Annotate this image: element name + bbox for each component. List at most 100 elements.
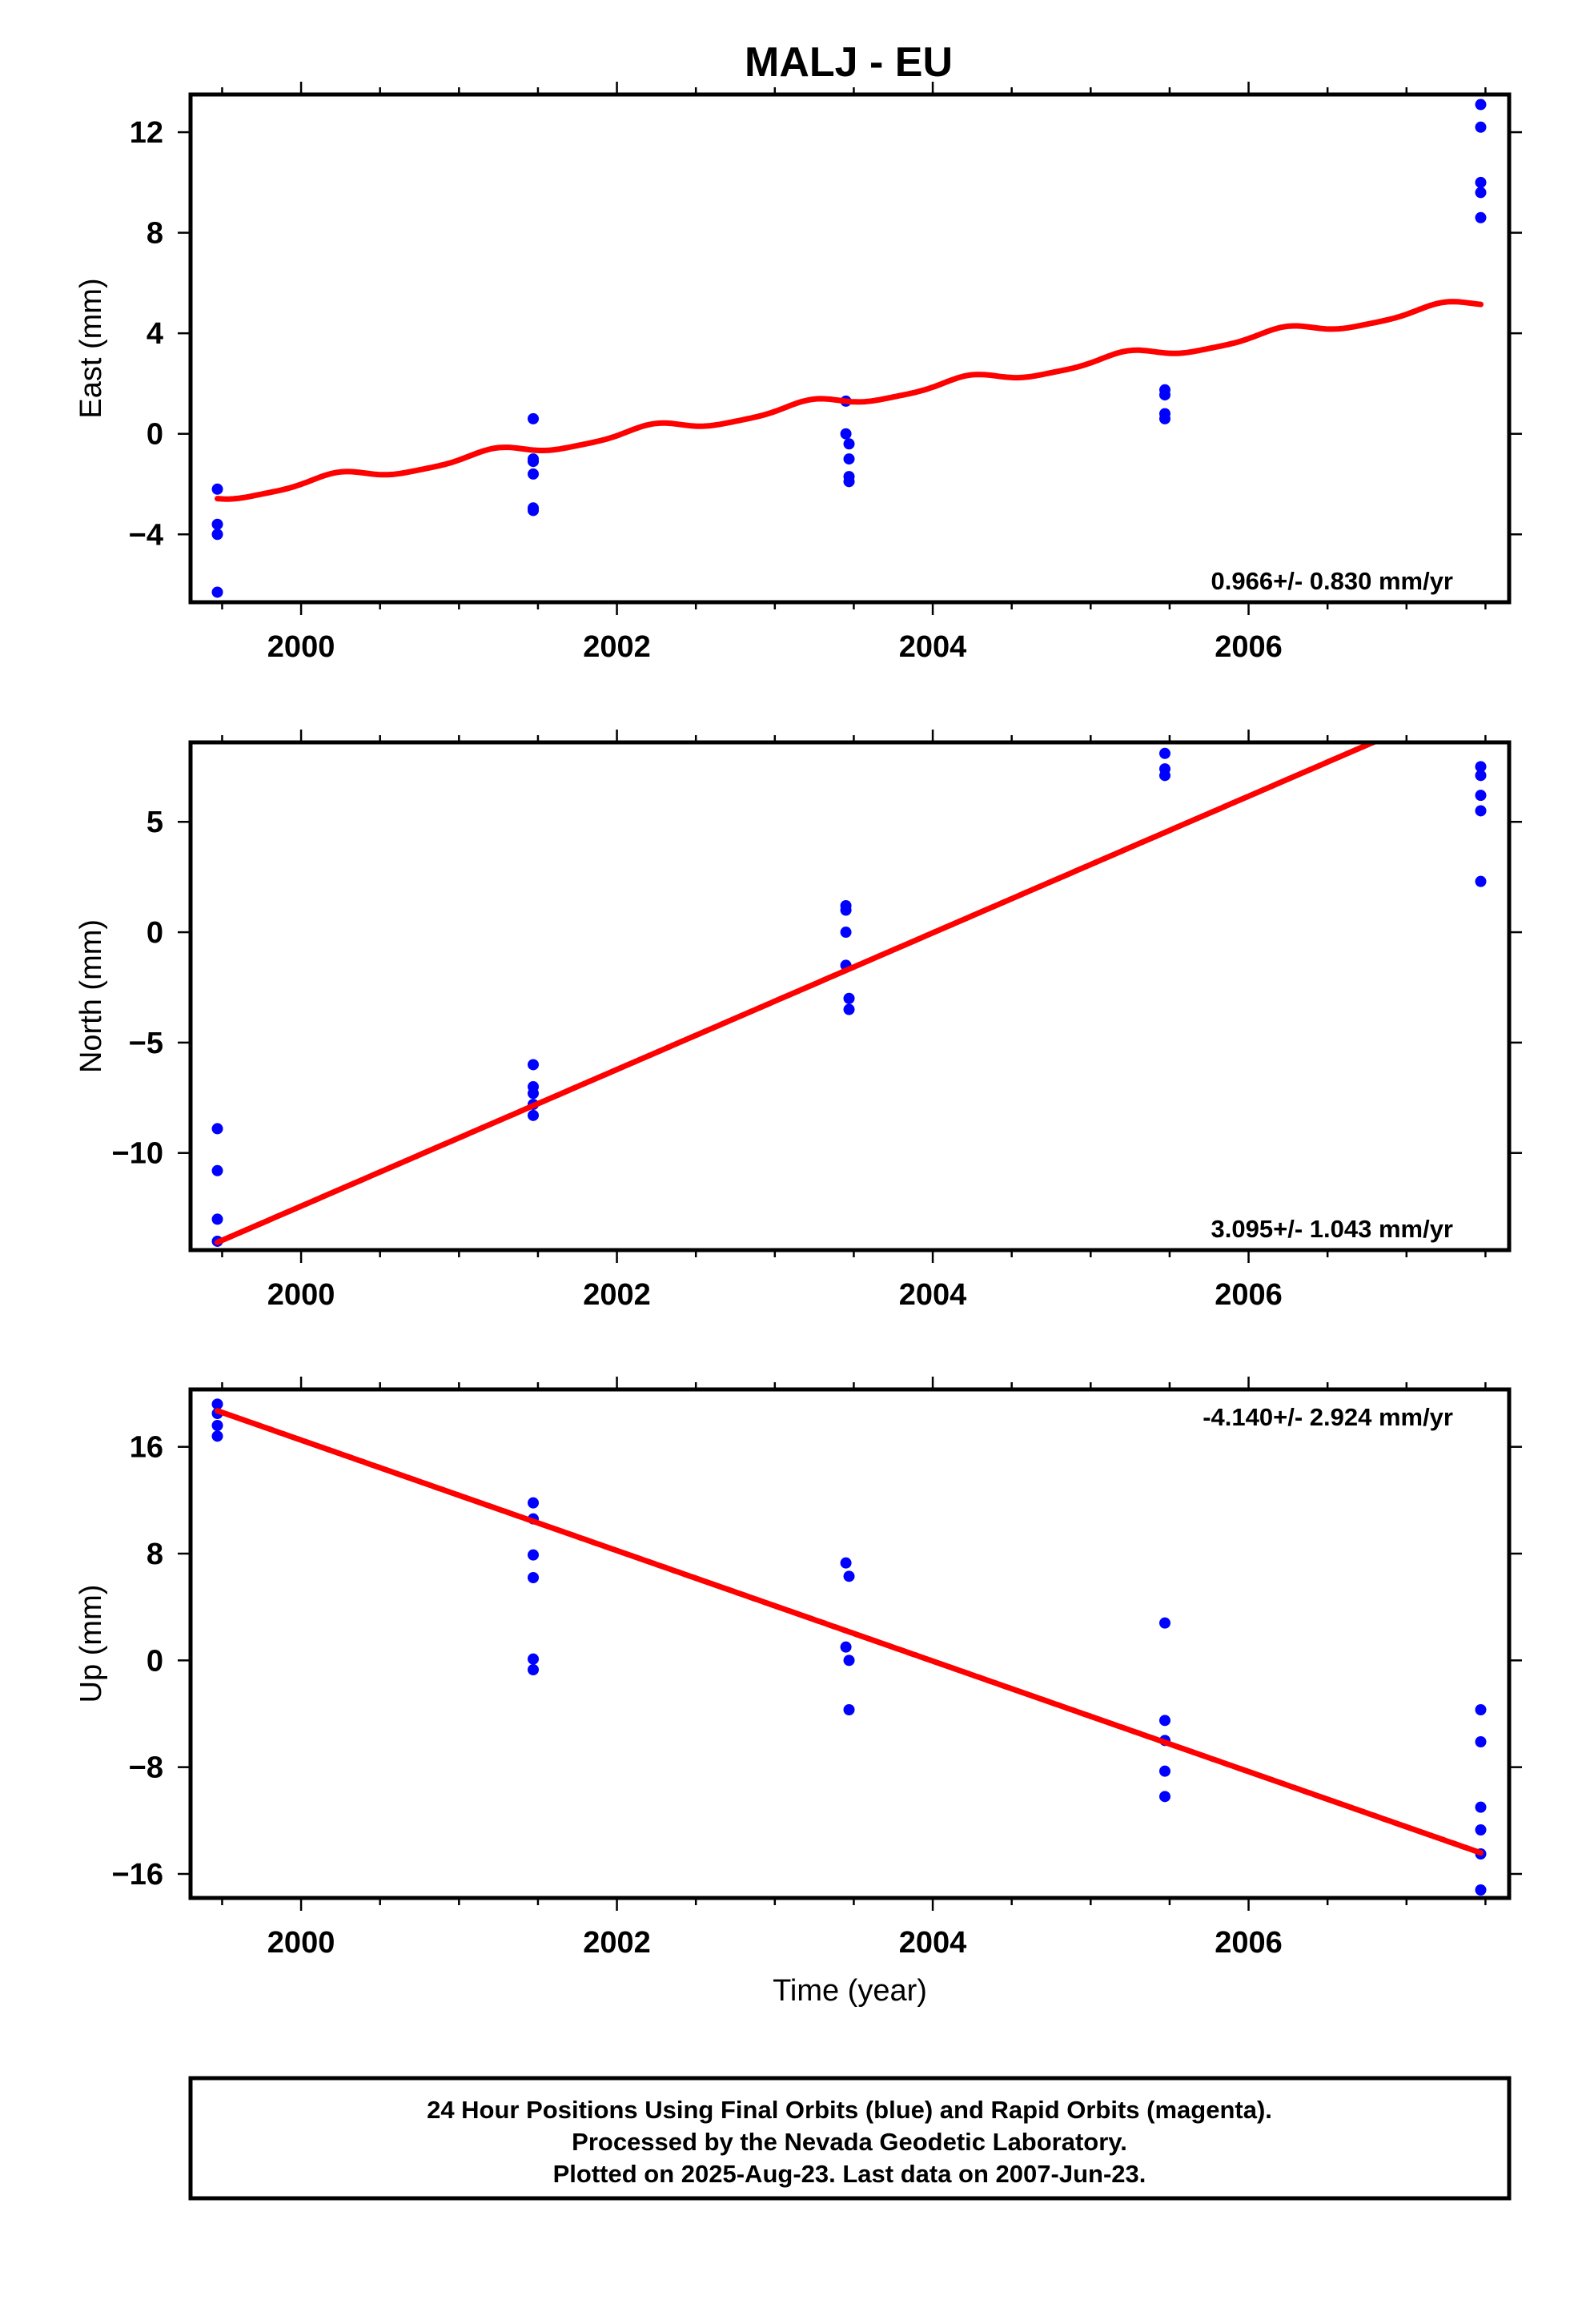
east-y-tick-label: 12 bbox=[130, 116, 163, 150]
east-rate-label: 0.966+/- 0.830 mm/yr bbox=[1211, 567, 1453, 595]
up-panel: 2000 2002 2004 2006 −16 −8 0 8 16 Up (mm) Time (ye… bbox=[74, 1377, 1522, 2008]
up-x-tick-label: 2002 bbox=[583, 1926, 651, 1960]
east-plot-area bbox=[211, 99, 1487, 598]
north-x-tick-label: 2002 bbox=[583, 1278, 651, 1312]
north-x-tick-label: 2004 bbox=[899, 1278, 967, 1312]
east-data-point bbox=[1475, 99, 1487, 111]
up-data-point bbox=[1159, 1791, 1171, 1803]
north-y-tick-label: 0 bbox=[147, 916, 163, 950]
up-data-point bbox=[1475, 1884, 1487, 1896]
north-data-point bbox=[843, 1003, 855, 1015]
north-y-tick-label: −5 bbox=[129, 1027, 163, 1060]
east-x-tick-label: 2002 bbox=[583, 630, 651, 664]
north-data-point bbox=[1475, 875, 1487, 887]
up-data-point bbox=[1159, 1617, 1171, 1629]
north-data-point bbox=[528, 1059, 540, 1071]
up-data-point bbox=[840, 1641, 852, 1653]
up-plot-frame bbox=[188, 1387, 1512, 1900]
up-y-tick-label: −16 bbox=[112, 1858, 163, 1892]
east-data-point bbox=[843, 453, 855, 465]
north-data-point bbox=[840, 927, 852, 939]
up-data-point bbox=[1475, 1801, 1487, 1813]
east-data-point bbox=[1475, 187, 1487, 199]
east-y-tick-label: 4 bbox=[147, 317, 163, 351]
north-y-tick-label: −10 bbox=[112, 1137, 163, 1171]
footer-frame bbox=[188, 2076, 1512, 2201]
east-data-point bbox=[211, 586, 223, 598]
east-data-point bbox=[843, 438, 855, 450]
up-plot-area bbox=[211, 1398, 1487, 1896]
east-x-tick-label: 2006 bbox=[1215, 630, 1283, 664]
east-data-point bbox=[528, 505, 540, 517]
up-y-tick-label: 16 bbox=[130, 1431, 163, 1465]
up-data-point bbox=[528, 1664, 540, 1675]
up-data-point bbox=[843, 1704, 855, 1715]
north-x-tick-label: 2000 bbox=[267, 1278, 335, 1312]
footer-line-1: 24 Hour Positions Using Final Orbits (bl… bbox=[427, 2096, 1272, 2124]
north-data-point bbox=[211, 1213, 223, 1225]
up-data-point bbox=[528, 1653, 540, 1665]
north-data-point bbox=[1159, 770, 1171, 782]
north-rate-label: 3.095+/- 1.043 mm/yr bbox=[1211, 1215, 1453, 1243]
east-data-point bbox=[1475, 121, 1487, 133]
up-y-axis-label: Up (mm) bbox=[74, 1585, 108, 1703]
east-data-point bbox=[211, 483, 223, 495]
up-data-point bbox=[1159, 1715, 1171, 1727]
east-plot-frame bbox=[188, 92, 1512, 605]
north-data-point bbox=[211, 1123, 223, 1135]
east-data-point bbox=[528, 468, 540, 480]
north-data-point bbox=[211, 1164, 223, 1176]
east-y-tick-label: 8 bbox=[147, 217, 163, 251]
chart-title: MALJ - EU bbox=[745, 39, 953, 86]
east-y-tick-label: −4 bbox=[129, 518, 163, 552]
north-y-axis-label: North (mm) bbox=[74, 919, 108, 1073]
east-y-tick-label: 0 bbox=[147, 418, 163, 452]
up-data-point bbox=[211, 1398, 223, 1410]
north-data-point bbox=[1475, 761, 1487, 773]
north-plot-frame bbox=[188, 740, 1512, 1252]
east-x-tick-label: 2000 bbox=[267, 630, 335, 664]
up-rate-label: -4.140+/- 2.924 mm/yr bbox=[1203, 1403, 1453, 1431]
east-fit-line bbox=[215, 299, 1484, 502]
up-data-point bbox=[211, 1420, 223, 1431]
east-data-point bbox=[528, 412, 540, 424]
east-data-point bbox=[1159, 412, 1171, 424]
north-data-point bbox=[1475, 790, 1487, 802]
north-data-point bbox=[1159, 747, 1171, 759]
up-x-axis-label: Time (year) bbox=[773, 1974, 927, 2008]
up-data-point bbox=[840, 1557, 852, 1569]
up-data-point bbox=[528, 1497, 540, 1509]
up-data-point bbox=[528, 1549, 540, 1561]
up-data-point bbox=[1159, 1765, 1171, 1777]
east-x-tick-label: 2004 bbox=[899, 630, 967, 664]
east-data-point bbox=[211, 529, 223, 541]
east-data-point bbox=[1475, 211, 1487, 223]
north-fit-line bbox=[215, 742, 1380, 1245]
north-data-point bbox=[1475, 805, 1487, 817]
north-data-point bbox=[1475, 770, 1487, 782]
up-data-point bbox=[1475, 1824, 1487, 1835]
up-x-tick-label: 2000 bbox=[267, 1926, 335, 1960]
up-data-point bbox=[843, 1570, 855, 1582]
up-fit-line bbox=[215, 1408, 1484, 1856]
up-data-point bbox=[1475, 1736, 1487, 1747]
up-x-tick-label: 2004 bbox=[899, 1926, 967, 1960]
north-plot-area bbox=[211, 742, 1487, 1247]
up-data-point bbox=[528, 1572, 540, 1583]
east-data-point bbox=[528, 456, 540, 468]
east-data-point bbox=[843, 476, 855, 488]
east-data-point bbox=[1159, 389, 1171, 401]
north-data-point bbox=[528, 1109, 540, 1121]
up-y-tick-label: −8 bbox=[129, 1751, 163, 1785]
east-y-axis-label: East (mm) bbox=[74, 278, 108, 418]
north-data-point bbox=[528, 1088, 540, 1100]
north-data-point bbox=[843, 992, 855, 1004]
footer-box: 24 Hour Positions Using Final Orbits (bl… bbox=[188, 2076, 1512, 2201]
up-y-tick-label: 0 bbox=[147, 1644, 163, 1678]
up-x-tick-label: 2006 bbox=[1215, 1926, 1283, 1960]
north-y-tick-label: 5 bbox=[147, 806, 163, 839]
east-data-point bbox=[1475, 176, 1487, 188]
up-data-point bbox=[843, 1655, 855, 1667]
footer-line-3: Plotted on 2025-Aug-23. Last data on 200… bbox=[553, 2160, 1146, 2188]
